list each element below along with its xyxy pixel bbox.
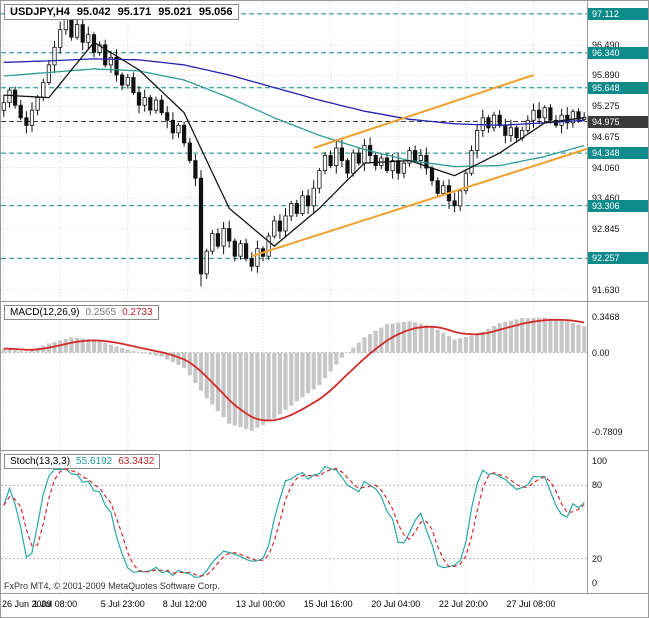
stoch-signal-value: 63.3432 — [118, 456, 155, 467]
price-level-label: 93.306 — [588, 200, 648, 212]
price-level-label: 96.340 — [588, 47, 648, 59]
macd-scale-axis[interactable]: 0.3468 0.00 -0.7809 — [587, 302, 648, 450]
price-tick-label: 95.890 — [592, 70, 620, 80]
time-axis-label: 13 Jul 00:00 — [236, 599, 286, 609]
macd-signal-value: 0.2733 — [122, 307, 153, 318]
price-tick-label: 95.275 — [592, 101, 620, 111]
stoch-scale-label: 20 — [592, 554, 603, 564]
stoch-scale-axis[interactable]: 100 80 20 0 — [587, 451, 648, 593]
price-tick-label: 93.460 — [592, 193, 620, 203]
channel-upper — [313, 74, 534, 149]
stoch-scale-label: 100 — [592, 456, 608, 466]
price-grid — [1, 1, 587, 301]
macd-main-value: 0.2565 — [85, 307, 117, 318]
macd-signal-line — [3, 318, 585, 422]
price-tick-label: 96.490 — [592, 40, 620, 50]
time-axis-label: 22 Jul 20:00 — [438, 599, 488, 609]
price-level-label: 97.112 — [588, 8, 648, 20]
chart-title: USDJPY,H4 95.042 95.171 95.021 95.056 — [4, 4, 239, 20]
ohlc-low: 95.021 — [158, 6, 192, 18]
stoch-chart-canvas[interactable] — [1, 451, 587, 593]
ohlc-open: 95.042 — [76, 6, 111, 18]
macd-scale-label: 0.3468 — [592, 312, 620, 322]
macd-scale-label: -0.7809 — [592, 427, 623, 437]
price-level-label: 94.348 — [588, 147, 648, 159]
macd-panel: 0.3468 0.00 -0.7809 MACD(12,26,9) 0.2565 0… — [1, 302, 648, 451]
ohlc-high: 95.171 — [117, 6, 152, 18]
price-level-label: 95.648 — [588, 82, 648, 94]
current-price-label: 94.975 — [588, 116, 648, 128]
time-axis-label: 27 Jul 08:00 — [506, 599, 556, 609]
channel-lower — [251, 147, 587, 258]
macd-scale-label: 0.00 — [592, 348, 610, 358]
stoch-main-line — [3, 465, 585, 579]
time-axis-label: 8 Jul 12:00 — [162, 599, 207, 609]
time-axis-label: 15 Jul 16:00 — [303, 599, 353, 609]
time-axis-label: 26 Jun 2009 — [2, 599, 52, 609]
price-tick-label: 91.630 — [592, 285, 620, 295]
price-tick-label: 92.845 — [592, 224, 620, 234]
stoch-signal-line — [3, 467, 585, 577]
stoch-grid — [1, 451, 587, 593]
ohlc-close: 95.056 — [198, 6, 233, 18]
price-panel: 96.490 95.890 95.275 94.675 94.060 93.460 92.8… — [1, 1, 648, 302]
stoch-panel: 100 80 20 0 Stoch(13,3,3) 55.6192 63.3432 F… — [1, 451, 648, 594]
copyright-text: FxPro MT4, © 2001-2009 MetaQuotes Softwa… — [4, 581, 220, 591]
price-tick-label: 94.675 — [592, 132, 620, 142]
time-axis[interactable]: 26 Jun 2009 1 Jul 08:00 5 Jul 23:00 8 Jul 1… — [1, 594, 648, 617]
time-axis-label: 1 Jul 08:00 — [33, 599, 78, 609]
stoch-scale-label: 80 — [592, 480, 603, 490]
macd-name: MACD(12,26,9) — [10, 307, 80, 318]
price-chart-canvas[interactable] — [1, 1, 587, 301]
macd-chart-canvas[interactable] — [1, 302, 587, 450]
price-tick-label: 94.060 — [592, 163, 620, 173]
ma-fast-black — [3, 41, 585, 247]
stoch-name: Stoch(13,3,3) — [10, 456, 71, 467]
chart-symbol-period: USDJPY,H4 — [10, 6, 70, 18]
stoch-label: Stoch(13,3,3) 55.6192 63.3432 — [4, 454, 161, 469]
price-level-label: 92.257 — [588, 252, 648, 264]
price-scale-axis[interactable]: 96.490 95.890 95.275 94.675 94.060 93.460 92.8… — [587, 1, 648, 301]
ma-medium-teal — [3, 68, 585, 168]
time-axis-label: 20 Jul 04:00 — [371, 599, 421, 609]
stoch-main-value: 55.6192 — [76, 456, 113, 467]
stoch-scale-label: 0 — [592, 578, 598, 588]
macd-label: MACD(12,26,9) 0.2565 0.2733 — [4, 305, 159, 320]
candles — [1, 13, 587, 287]
time-axis-label: 5 Jul 23:00 — [100, 599, 145, 609]
ma-slow-blue — [3, 58, 585, 126]
